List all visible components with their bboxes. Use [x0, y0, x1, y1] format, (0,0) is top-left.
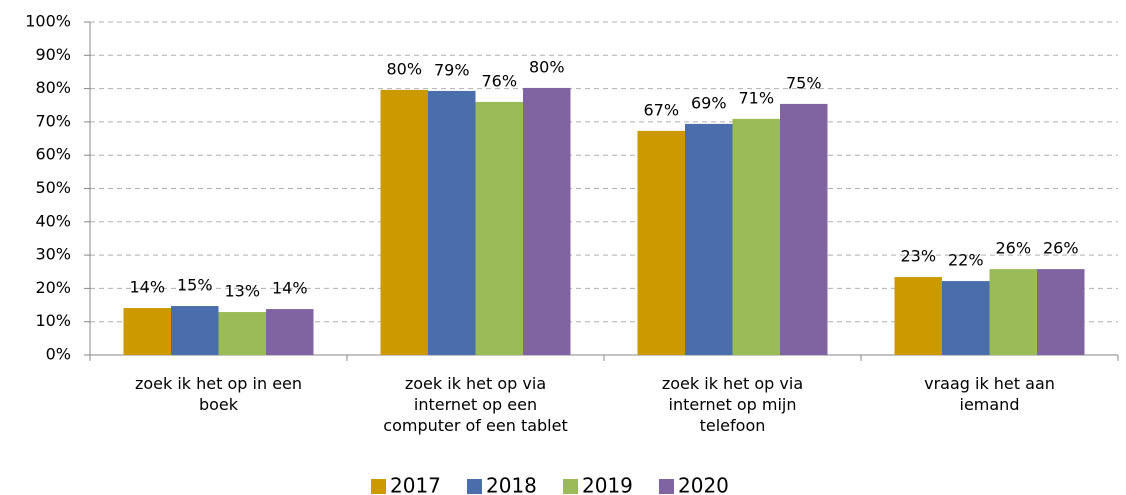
y-tick-label: 10%	[35, 311, 71, 330]
data-label: 71%	[738, 88, 774, 107]
data-label: 69%	[691, 93, 727, 112]
bar	[266, 309, 314, 355]
legend-swatch	[467, 479, 482, 494]
bar	[942, 281, 990, 355]
y-tick-label: 100%	[25, 12, 71, 31]
legend-label: 2019	[582, 474, 633, 495]
bar	[523, 87, 571, 356]
y-tick-label: 70%	[35, 111, 71, 130]
bar	[123, 308, 171, 355]
data-label: 26%	[1043, 239, 1079, 258]
legend-swatch	[563, 479, 578, 494]
bar	[428, 90, 476, 355]
data-label: 79%	[434, 60, 470, 79]
bar	[171, 306, 219, 355]
bar	[1037, 269, 1085, 355]
bar	[475, 101, 523, 355]
legend-swatch	[371, 479, 386, 494]
bar	[380, 89, 428, 355]
x-tick-label: vraag ik het aan iemand	[924, 374, 1055, 414]
y-tick-label: 40%	[35, 211, 71, 230]
y-tick-label: 0%	[46, 345, 71, 364]
data-label: 22%	[948, 251, 984, 270]
y-tick-label: 90%	[35, 45, 71, 64]
y-tick-label: 60%	[35, 145, 71, 164]
x-tick-label: zoek ik het op via internet op een compu…	[383, 374, 568, 435]
bar	[894, 277, 942, 355]
bar	[637, 130, 685, 355]
data-label: 14%	[272, 279, 308, 298]
legend-swatch	[659, 479, 674, 494]
legend-label: 2018	[486, 474, 537, 495]
data-label: 14%	[129, 278, 165, 297]
data-label: 26%	[995, 239, 1031, 258]
data-label: 67%	[643, 100, 679, 119]
y-tick-label: 80%	[35, 78, 71, 97]
data-label: 15%	[177, 276, 213, 295]
data-label: 76%	[481, 71, 517, 90]
data-label: 23%	[900, 247, 936, 266]
data-label: 13%	[224, 282, 260, 301]
y-tick-label: 50%	[35, 178, 71, 197]
bar	[218, 312, 266, 355]
data-label: 75%	[786, 73, 822, 92]
legend-label: 2017	[390, 474, 441, 495]
x-tick-label: zoek ik het op in een boek	[134, 374, 303, 414]
bar	[989, 269, 1037, 355]
legend-label: 2020	[678, 474, 729, 495]
bar	[732, 118, 780, 355]
y-tick-label: 30%	[35, 245, 71, 264]
data-label: 80%	[386, 59, 422, 78]
x-tick-label: zoek ik het op via internet op mijn tele…	[661, 374, 804, 435]
bar	[685, 123, 733, 355]
data-label: 80%	[529, 57, 565, 76]
bar	[780, 103, 828, 355]
y-tick-label: 20%	[35, 278, 71, 297]
